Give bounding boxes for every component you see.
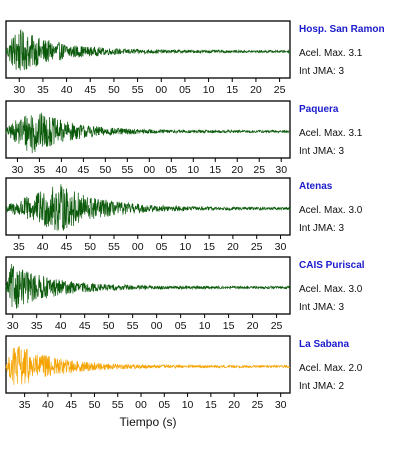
x-tick-label-2-9: 10: [187, 164, 199, 176]
x-tick-label-4-12: 25: [271, 320, 283, 332]
x-tick-label-1-3: 40: [61, 84, 73, 96]
x-tick-label-2-5: 50: [100, 164, 112, 176]
x-tick-label-4-10: 15: [223, 320, 235, 332]
x-tick-label-2-13: 30: [275, 164, 287, 176]
x-tick-label-2-8: 05: [165, 164, 177, 176]
x-tick-label-2-3: 40: [56, 164, 68, 176]
station-name-1: Hosp. San Ramon: [299, 24, 385, 35]
x-tick-label-5-10: 20: [228, 399, 240, 411]
max-acceleration-3: Acel. Max. 3.0: [299, 205, 363, 216]
x-tick-label-4-4: 45: [79, 320, 91, 332]
x-tick-label-5-12: 30: [275, 399, 287, 411]
station-name-2: Paquera: [299, 104, 339, 115]
x-tick-label-5-2: 40: [42, 399, 54, 411]
x-tick-label-3-2: 40: [37, 241, 49, 253]
panel-frame-4: [5, 256, 291, 315]
x-tick-label-3-3: 45: [61, 241, 73, 253]
x-tick-label-5-4: 50: [89, 399, 101, 411]
x-tick-label-3-10: 20: [227, 241, 239, 253]
x-tick-label-3-12: 30: [275, 241, 287, 253]
x-tick-label-3-6: 00: [132, 241, 144, 253]
x-tick-label-3-4: 50: [84, 241, 96, 253]
x-tick-label-5-8: 10: [182, 399, 194, 411]
x-tick-label-1-10: 15: [226, 84, 238, 96]
x-tick-label-5-1: 35: [19, 399, 31, 411]
x-tick-label-5-3: 45: [65, 399, 77, 411]
x-tick-label-1-1: 30: [13, 84, 25, 96]
x-tick-label-2-4: 45: [78, 164, 90, 176]
x-tick-label-3-11: 25: [251, 241, 263, 253]
panel-frame-5: [5, 335, 291, 394]
station-name-4: CAIS Puriscal: [299, 260, 365, 271]
x-tick-label-5-5: 55: [112, 399, 124, 411]
x-tick-label-4-5: 50: [103, 320, 115, 332]
trace-line-3: [5, 184, 291, 231]
x-tick-label-5-6: 00: [135, 399, 147, 411]
x-tick-label-4-9: 10: [199, 320, 211, 332]
trace-line-5: [5, 346, 291, 385]
x-tick-label-1-5: 50: [108, 84, 120, 96]
x-tick-label-5-9: 15: [205, 399, 217, 411]
x-tick-label-1-12: 25: [274, 84, 286, 96]
x-tick-label-2-12: 25: [253, 164, 265, 176]
x-tick-label-4-8: 05: [175, 320, 187, 332]
x-tick-label-1-8: 05: [179, 84, 191, 96]
x-tick-label-1-6: 55: [132, 84, 144, 96]
x-tick-label-2-2: 35: [34, 164, 46, 176]
max-acceleration-4: Acel. Max. 3.0: [299, 284, 363, 295]
max-acceleration-2: Acel. Max. 3.1: [299, 128, 363, 139]
trace-line-1: [5, 29, 291, 71]
max-acceleration-5: Acel. Max. 2.0: [299, 363, 363, 374]
panel-frame-2: [5, 100, 291, 159]
x-tick-label-1-7: 00: [155, 84, 167, 96]
x-tick-label-2-1: 30: [12, 164, 24, 176]
x-tick-label-4-1: 30: [7, 320, 19, 332]
x-tick-label-5-11: 25: [252, 399, 264, 411]
x-tick-label-4-3: 40: [55, 320, 67, 332]
x-tick-label-4-7: 00: [151, 320, 163, 332]
station-name-5: La Sabana: [299, 339, 349, 350]
jma-intensity-4: Int JMA: 3: [299, 302, 344, 313]
x-tick-label-4-6: 55: [127, 320, 139, 332]
x-tick-label-1-9: 10: [203, 84, 215, 96]
x-tick-label-4-2: 35: [31, 320, 43, 332]
jma-intensity-2: Int JMA: 3: [299, 146, 344, 157]
x-tick-label-2-11: 20: [231, 164, 243, 176]
x-tick-label-5-7: 05: [158, 399, 170, 411]
x-tick-label-3-5: 55: [108, 241, 120, 253]
jma-intensity-3: Int JMA: 3: [299, 223, 344, 234]
x-tick-label-3-1: 35: [13, 241, 25, 253]
jma-intensity-1: Int JMA: 3: [299, 66, 344, 77]
jma-intensity-5: Int JMA: 2: [299, 381, 344, 392]
max-acceleration-1: Acel. Max. 3.1: [299, 48, 363, 59]
x-tick-label-2-7: 00: [143, 164, 155, 176]
x-tick-label-1-4: 45: [84, 84, 96, 96]
x-axis-label: Tiempo (s): [120, 415, 177, 429]
trace-line-2: [5, 112, 291, 154]
trace-line-4: [5, 264, 291, 309]
x-tick-label-3-8: 10: [179, 241, 191, 253]
panel-frame-1: [5, 20, 291, 79]
station-name-3: Atenas: [299, 181, 333, 192]
x-tick-label-4-11: 20: [247, 320, 259, 332]
panel-frame-3: [5, 177, 291, 236]
x-tick-label-2-10: 15: [209, 164, 221, 176]
x-tick-label-1-2: 35: [37, 84, 49, 96]
x-tick-label-3-7: 05: [156, 241, 168, 253]
x-tick-label-2-6: 55: [121, 164, 133, 176]
x-tick-label-3-9: 15: [203, 241, 215, 253]
x-tick-label-1-11: 20: [250, 84, 262, 96]
